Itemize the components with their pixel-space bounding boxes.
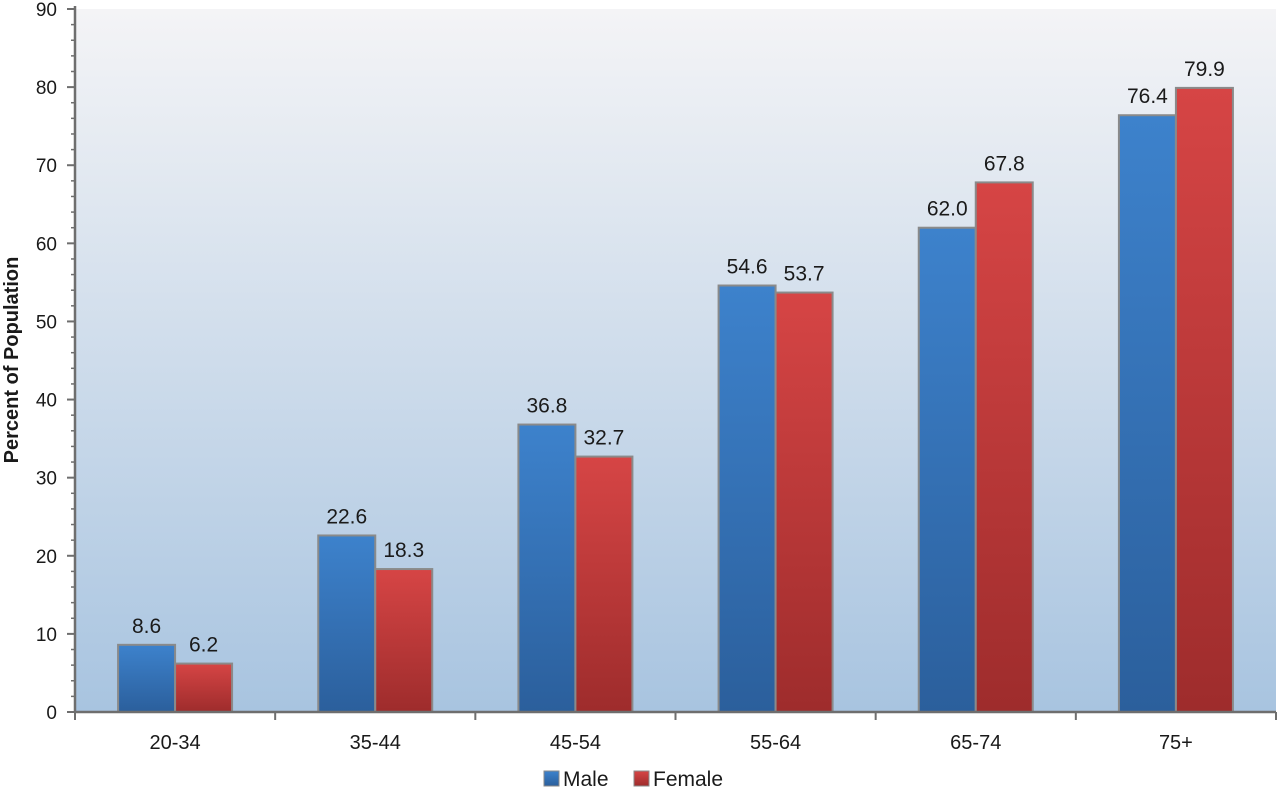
y-tick-label: 40 <box>36 391 57 412</box>
value-label-female: 67.8 <box>984 152 1025 175</box>
bar-female <box>774 291 834 713</box>
y-tick-label: 30 <box>36 469 57 490</box>
y-tick-label: 60 <box>36 234 57 255</box>
legend-swatch-male <box>543 770 560 787</box>
value-label-male: 54.6 <box>727 256 768 279</box>
y-tick-label: 10 <box>36 625 57 646</box>
value-label-female: 32.7 <box>583 427 624 450</box>
plot-background <box>75 9 1276 712</box>
bar-male <box>917 226 977 713</box>
bar-male <box>717 284 777 713</box>
x-tick-label: 45-54 <box>550 732 601 754</box>
x-tick-label: 20-34 <box>150 732 201 754</box>
value-label-female: 79.9 <box>1184 58 1225 81</box>
y-tick-label: 20 <box>36 547 57 568</box>
x-tick-label: 35-44 <box>350 732 401 754</box>
y-tick-label: 90 <box>36 0 57 21</box>
bars-group <box>117 86 1234 714</box>
bar-female <box>574 455 634 713</box>
bar-female <box>1174 86 1234 714</box>
y-tick-labels: 0 10 20 30 40 50 60 70 80 90 <box>36 0 57 724</box>
y-tick-label: 80 <box>36 78 57 99</box>
y-tick-label: 0 <box>46 703 57 724</box>
value-label-male: 22.6 <box>326 505 367 528</box>
value-label-male: 76.4 <box>1127 85 1168 108</box>
bar-female <box>174 662 234 713</box>
bar-male <box>517 423 577 713</box>
value-labels-group: 8.6 6.2 22.6 18.3 36.8 32.7 54.6 53.7 62.0 67.8 76… <box>132 58 1225 657</box>
value-label-male: 36.8 <box>526 395 567 418</box>
y-axis-title: Percent of Population <box>1 257 23 464</box>
axes-group <box>67 6 1277 720</box>
legend: Male Female <box>543 768 723 791</box>
x-tick-label: 55-64 <box>750 732 801 754</box>
x-tick-label: 65-74 <box>950 732 1001 754</box>
value-label-female: 6.2 <box>189 634 218 657</box>
x-tick-label: 75+ <box>1159 732 1193 754</box>
value-label-female: 18.3 <box>383 539 424 562</box>
legend-label-female: Female <box>653 768 723 791</box>
value-label-female: 53.7 <box>784 263 825 286</box>
bar-female <box>374 568 434 713</box>
legend-swatch-female <box>633 770 650 787</box>
y-tick-label: 70 <box>36 156 57 177</box>
value-label-male: 62.0 <box>927 198 968 221</box>
x-tick-labels: 20-34 35-44 45-54 55-64 65-74 75+ <box>150 732 1193 754</box>
y-tick-label: 50 <box>36 312 57 333</box>
bar-male <box>317 534 377 713</box>
bar-male <box>117 643 177 714</box>
legend-label-male: Male <box>563 768 609 791</box>
value-label-male: 8.6 <box>132 615 161 638</box>
bar-female <box>974 181 1034 713</box>
bar-male <box>1117 114 1177 713</box>
